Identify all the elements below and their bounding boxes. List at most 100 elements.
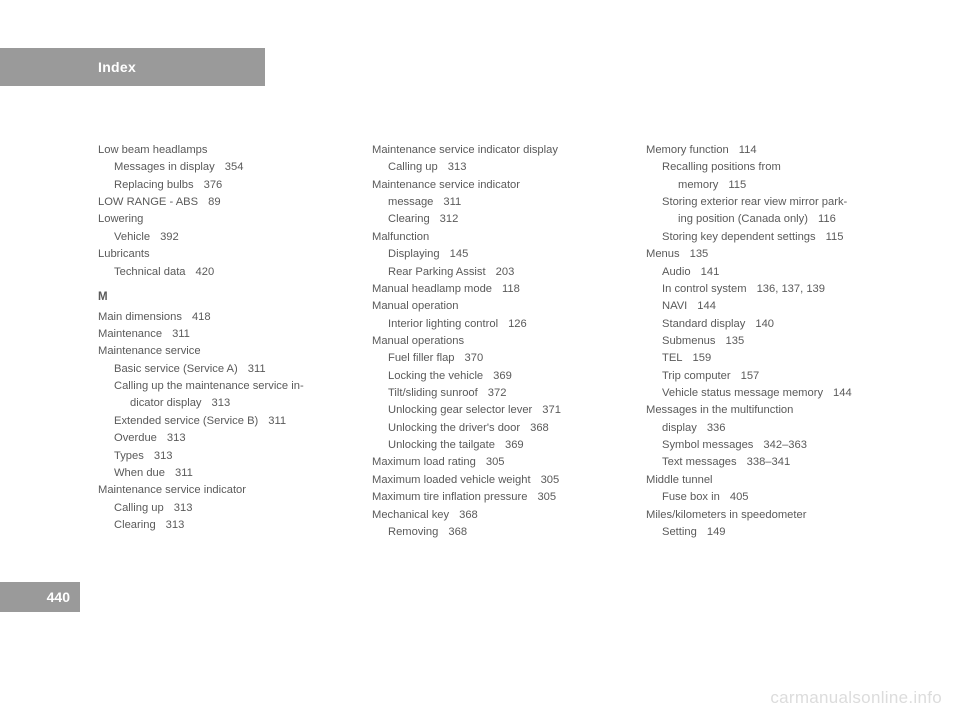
page-number-block: 440 bbox=[0, 582, 80, 612]
entry-text: Setting bbox=[662, 526, 697, 538]
entry-page: 313 bbox=[212, 397, 231, 409]
entry-text: Submenus bbox=[662, 335, 716, 347]
entry-text: Lowering bbox=[98, 213, 143, 225]
entry-text: Malfunction bbox=[372, 231, 429, 243]
index-entry: Manual operation bbox=[372, 298, 626, 315]
index-entry: NAVI144 bbox=[646, 298, 900, 315]
entry-page: 354 bbox=[225, 161, 244, 173]
index-entry: LOW RANGE - ABS89 bbox=[98, 194, 352, 211]
index-entry: Storing key dependent settings115 bbox=[646, 229, 900, 246]
entry-page: 114 bbox=[739, 144, 757, 156]
index-entry: Replacing bulbs376 bbox=[98, 177, 352, 194]
entry-page: 368 bbox=[530, 422, 549, 434]
entry-text: Trip computer bbox=[662, 370, 731, 382]
index-entry: Clearing 313 bbox=[98, 517, 352, 534]
entry-page: 368 bbox=[459, 509, 478, 521]
entry-text: Messages in display bbox=[114, 161, 215, 173]
entry-page: 313 bbox=[154, 450, 173, 462]
entry-page: 305 bbox=[486, 456, 505, 468]
entry-page: 311 bbox=[268, 415, 286, 427]
entry-text: Types bbox=[114, 450, 144, 462]
entry-text: Maximum loaded vehicle weight bbox=[372, 474, 531, 486]
entry-text: Fuse box in bbox=[662, 491, 720, 503]
entry-text: Manual headlamp mode bbox=[372, 283, 492, 295]
index-entry: Text messages338–341 bbox=[646, 454, 900, 471]
entry-page: 149 bbox=[707, 526, 726, 538]
entry-text: Clearing bbox=[114, 519, 156, 531]
index-entry: Interior lighting control126 bbox=[372, 316, 626, 333]
index-entry: Unlocking the driver's door 368 bbox=[372, 420, 626, 437]
entry-text: In control system bbox=[662, 283, 747, 295]
index-entry: Fuel filler flap370 bbox=[372, 350, 626, 367]
index-entry: Storing exterior rear view mirror park- bbox=[646, 194, 900, 211]
entry-text: Removing bbox=[388, 526, 438, 538]
entry-text: Maintenance service indicator bbox=[372, 179, 520, 191]
index-entry: Manual operations bbox=[372, 333, 626, 350]
index-entry: Maximum load rating305 bbox=[372, 454, 626, 471]
entry-text: Manual operation bbox=[372, 300, 458, 312]
index-entry: Locking the vehicle369 bbox=[372, 368, 626, 385]
entry-text: Technical data bbox=[114, 266, 186, 278]
index-entry: Calling up313 bbox=[98, 500, 352, 517]
entry-text: Maintenance service indicator display bbox=[372, 144, 558, 156]
index-entry: Lubricants bbox=[98, 246, 352, 263]
entry-text: Lubricants bbox=[98, 248, 150, 260]
index-entry: Displaying145 bbox=[372, 246, 626, 263]
index-entry: Messages in the multifunction bbox=[646, 402, 900, 419]
entry-page: 311 bbox=[248, 363, 266, 375]
index-entry: Setting 149 bbox=[646, 524, 900, 541]
entry-text: Overdue bbox=[114, 432, 157, 444]
column-1: Maintenance service indicator display Cal… bbox=[372, 142, 626, 541]
entry-text: Unlocking gear selector lever bbox=[388, 404, 532, 416]
index-entry: memory115 bbox=[646, 177, 900, 194]
entry-text: dicator display bbox=[130, 397, 202, 409]
entry-page: 144 bbox=[833, 387, 852, 399]
index-entry: message311 bbox=[372, 194, 626, 211]
entry-text: When due bbox=[114, 467, 165, 479]
entry-text: Miles/kilometers in speedometer bbox=[646, 509, 806, 521]
entry-text: LOW RANGE - ABS bbox=[98, 196, 198, 208]
entry-text: Unlocking the driver's door bbox=[388, 422, 520, 434]
entry-text: NAVI bbox=[662, 300, 687, 312]
index-entry: Maximum tire inflation pressure305 bbox=[372, 489, 626, 506]
entry-text: Basic service (Service A) bbox=[114, 363, 238, 375]
index-entry: ing position (Canada only)116 bbox=[646, 211, 900, 228]
entry-page: 336 bbox=[707, 422, 726, 434]
entry-text: Manual operations bbox=[372, 335, 464, 347]
entry-page: 157 bbox=[741, 370, 760, 382]
watermark: carmanualsonline.info bbox=[770, 688, 942, 708]
entry-page: 313 bbox=[166, 519, 185, 531]
entry-page: 203 bbox=[496, 266, 515, 278]
entry-text: Displaying bbox=[388, 248, 440, 260]
entry-text: Standard display bbox=[662, 318, 745, 330]
index-entry: Removing 368 bbox=[372, 524, 626, 541]
entry-text: Symbol messages bbox=[662, 439, 753, 451]
index-content: Low beam headlampsMessages in display354… bbox=[98, 142, 900, 541]
entry-text: Calling up bbox=[388, 161, 438, 173]
entry-page: 342–363 bbox=[763, 439, 807, 451]
entry-text: Replacing bulbs bbox=[114, 179, 194, 191]
index-entry: Extended service (Service B) 311 bbox=[98, 413, 352, 430]
index-entry: Maintenance service indicator bbox=[98, 482, 352, 499]
entry-text: Menus bbox=[646, 248, 680, 260]
index-entry: Malfunction bbox=[372, 229, 626, 246]
entry-page: 368 bbox=[448, 526, 467, 538]
entry-page: 418 bbox=[192, 311, 211, 323]
index-entry: Vehicle status message memory 144 bbox=[646, 385, 900, 402]
index-entry: In control system136, 137, 139 bbox=[646, 281, 900, 298]
index-entry: Middle tunnel bbox=[646, 472, 900, 489]
entry-text: Rear Parking Assist bbox=[388, 266, 486, 278]
index-entry: Messages in display 354 bbox=[98, 159, 352, 176]
entry-text: message bbox=[388, 196, 433, 208]
entry-text: Extended service (Service B) bbox=[114, 415, 258, 427]
index-entry: Clearing312 bbox=[372, 211, 626, 228]
index-entry: Memory function114 bbox=[646, 142, 900, 159]
entry-text: Vehicle status message memory bbox=[662, 387, 823, 399]
entry-page: 159 bbox=[693, 352, 712, 364]
index-entry: Unlocking gear selector lever371 bbox=[372, 402, 626, 419]
index-entry: Lowering bbox=[98, 211, 352, 228]
entry-text: Tilt/sliding sunroof bbox=[388, 387, 478, 399]
entry-page: 369 bbox=[493, 370, 512, 382]
index-entry: Mechanical key368 bbox=[372, 507, 626, 524]
entry-page: 141 bbox=[701, 266, 720, 278]
